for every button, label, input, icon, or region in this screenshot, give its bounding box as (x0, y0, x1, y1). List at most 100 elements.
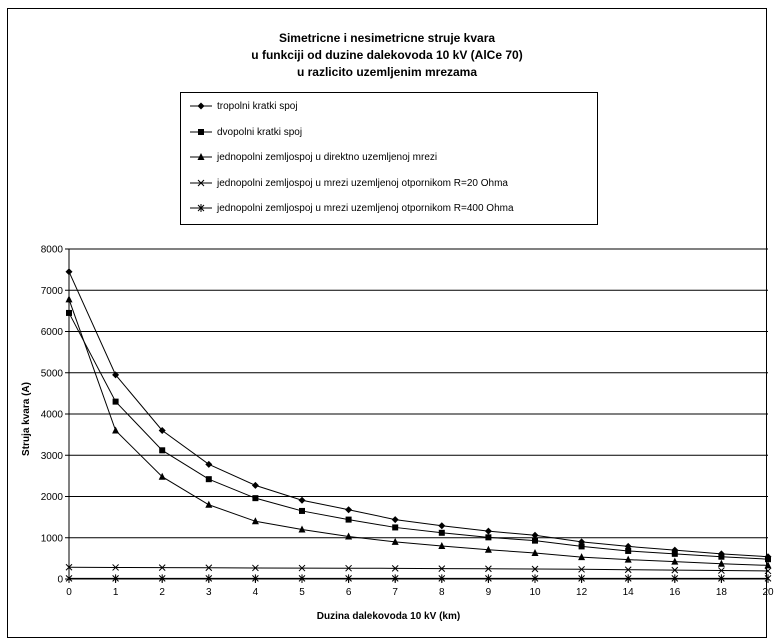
x-tick-label: 10 (529, 587, 541, 598)
data-point (484, 527, 492, 535)
data-point (485, 574, 492, 583)
data-point (65, 295, 73, 303)
data-point (158, 564, 166, 572)
data-point (764, 561, 772, 569)
data-point (112, 564, 119, 571)
legend-label: jednopolni zemljospoj u mrezi uzemljenoj… (217, 177, 508, 189)
data-point (625, 547, 632, 554)
data-point (531, 565, 539, 573)
legend-item: dvopolni kratki spoj (189, 124, 302, 140)
legend-item: jednopolni zemljospoj u direktno uzemlje… (189, 149, 437, 165)
series-line (68, 566, 769, 572)
data-point (299, 507, 305, 514)
legend-label: jednopolni zemljospoj u direktno uzemlje… (217, 151, 438, 163)
chart-title-line-2: u funkciji od duzine dalekovoda 10 kV (A… (251, 48, 523, 62)
data-point (718, 553, 725, 560)
x-tick-label: 4 (253, 587, 259, 598)
data-point (345, 532, 353, 540)
data-point (671, 574, 679, 583)
legend-item: jednopolni zemljospoj u mrezi uzemljenoj… (189, 175, 508, 191)
x-tick-label: 6 (346, 587, 352, 598)
legend-marker-square (190, 129, 212, 135)
y-tick-label: 8000 (41, 245, 64, 256)
series-2 (66, 309, 771, 563)
data-point (251, 481, 259, 489)
data-point (624, 566, 632, 574)
series-5 (65, 574, 772, 583)
data-point (532, 537, 538, 544)
data-point (438, 522, 446, 530)
chart-title-line-1: Simetricne i nesimetricne struje kvara (278, 31, 496, 45)
data-point (438, 529, 445, 536)
legend-marker-x (190, 179, 212, 187)
data-point (392, 524, 399, 531)
data-point (391, 537, 399, 545)
data-point (391, 565, 399, 572)
data-point (531, 574, 539, 583)
data-point (298, 496, 306, 504)
legend-marker (197, 153, 205, 160)
data-point (345, 516, 352, 523)
data-point (205, 574, 213, 583)
series-line (68, 271, 769, 558)
data-point (112, 371, 120, 379)
legend-marker-diamond (190, 102, 212, 110)
data-point (205, 476, 212, 483)
legend-marker (197, 102, 205, 110)
x-tick-label: 8 (439, 587, 445, 598)
x-tick-label: 5 (299, 587, 305, 598)
data-point (671, 566, 679, 574)
x-tick-label: 3 (206, 587, 212, 598)
data-point (252, 574, 259, 583)
chart-title: Simetricne i nesimetricne struje kvara u… (0, 30, 774, 81)
data-point (252, 495, 259, 502)
data-point (158, 472, 166, 480)
y-tick-label: 2000 (41, 492, 64, 503)
x-axis-label: Duzina dalekovoda 10 kV (km) (317, 611, 460, 622)
data-point (485, 534, 492, 541)
data-point (112, 574, 119, 583)
data-point (531, 531, 539, 539)
x-tick-label: 2 (159, 587, 165, 598)
data-point (298, 525, 306, 533)
data-point (624, 555, 632, 563)
legend-item: jednopolni zemljospoj u mrezi uzemljenoj… (189, 200, 514, 216)
legend-marker (197, 179, 205, 187)
legend-marker (198, 129, 204, 135)
series-4 (65, 563, 772, 575)
data-point (484, 545, 492, 553)
data-point (205, 564, 213, 572)
data-point (764, 567, 772, 575)
x-tick-label: 1 (113, 587, 119, 598)
data-point (252, 564, 259, 572)
data-point (112, 398, 119, 405)
data-point (65, 563, 73, 571)
data-point (671, 557, 679, 565)
data-point (345, 506, 353, 514)
y-tick-label: 0 (57, 575, 63, 586)
y-tick-label: 1000 (41, 533, 64, 544)
series-3 (65, 295, 772, 569)
legend: tropolni kratki spoj dvopolni kratki spoj… (180, 92, 598, 225)
data-point (298, 564, 306, 572)
y-tick-label: 4000 (41, 410, 64, 421)
data-point (391, 574, 399, 583)
x-tick-label: 7 (392, 587, 398, 598)
data-point (112, 426, 120, 434)
legend-marker-triangle (190, 153, 212, 160)
legend-label: jednopolni zemljospoj u mrezi uzemljenoj… (217, 202, 514, 214)
data-point (66, 309, 72, 316)
legend-label: tropolni kratki spoj (217, 100, 298, 112)
data-point (671, 550, 678, 557)
data-point (578, 574, 585, 583)
data-point (65, 574, 73, 583)
data-point (578, 543, 585, 550)
data-point (578, 553, 586, 561)
data-point (345, 574, 352, 583)
data-point (485, 565, 492, 573)
x-tick-label: 9 (486, 587, 492, 598)
y-tick-label: 7000 (41, 286, 64, 297)
data-point (531, 549, 539, 557)
data-point (438, 574, 446, 583)
